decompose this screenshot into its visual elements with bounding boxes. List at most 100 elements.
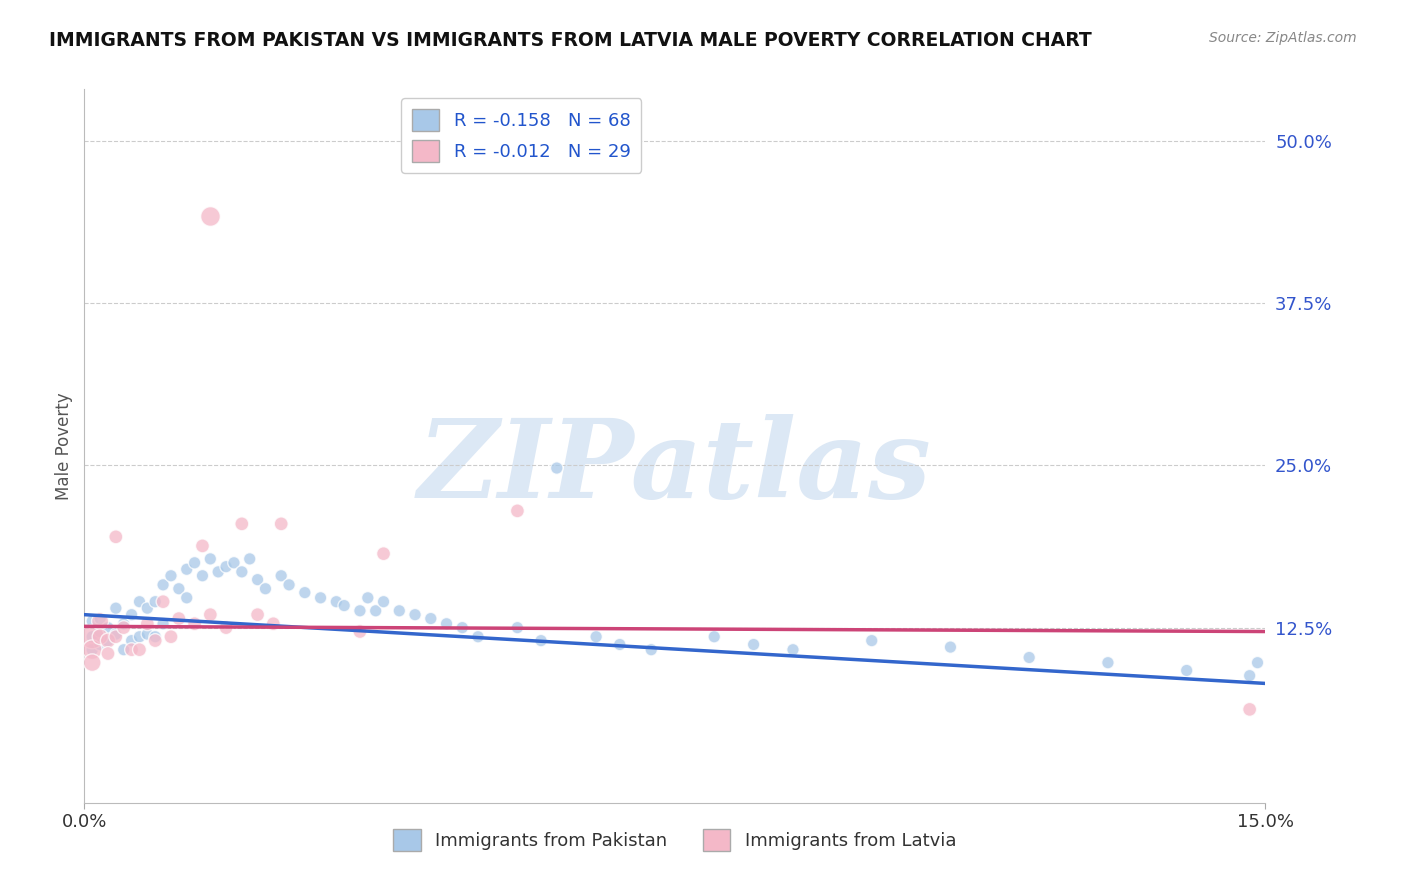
Point <box>82 642 104 657</box>
Point <box>128 595 150 609</box>
Point <box>167 582 190 596</box>
Point <box>1239 668 1261 682</box>
Point <box>200 210 222 224</box>
Point <box>782 642 804 657</box>
Point <box>222 556 245 570</box>
Point <box>1246 656 1268 670</box>
Point <box>742 638 765 652</box>
Point <box>239 552 262 566</box>
Point <box>546 461 568 475</box>
Point <box>143 595 166 609</box>
Point <box>104 601 127 615</box>
Point <box>143 630 166 644</box>
Point <box>97 633 120 648</box>
Point <box>89 614 111 628</box>
Point <box>436 616 458 631</box>
Point <box>270 568 292 582</box>
Point <box>939 640 962 654</box>
Point <box>1239 702 1261 716</box>
Point <box>451 621 474 635</box>
Point <box>104 627 127 641</box>
Point <box>82 656 104 670</box>
Point <box>357 591 380 605</box>
Point <box>152 616 174 631</box>
Point <box>104 530 127 544</box>
Point <box>128 630 150 644</box>
Point <box>136 627 159 641</box>
Point <box>333 599 356 613</box>
Point <box>82 614 104 628</box>
Point <box>388 604 411 618</box>
Point <box>183 616 205 631</box>
Point <box>419 611 441 625</box>
Point <box>467 630 489 644</box>
Point <box>207 565 229 579</box>
Point <box>349 624 371 639</box>
Point <box>176 562 198 576</box>
Point <box>121 633 143 648</box>
Point <box>530 633 553 648</box>
Point <box>231 516 253 531</box>
Point <box>89 611 111 625</box>
Point <box>152 578 174 592</box>
Text: Source: ZipAtlas.com: Source: ZipAtlas.com <box>1209 31 1357 45</box>
Point <box>191 539 214 553</box>
Point <box>373 595 395 609</box>
Point <box>262 616 284 631</box>
Point <box>254 582 277 596</box>
Point <box>143 633 166 648</box>
Point <box>1018 650 1040 665</box>
Point <box>373 547 395 561</box>
Point <box>1097 656 1119 670</box>
Point <box>167 611 190 625</box>
Point <box>82 630 104 644</box>
Point <box>112 616 135 631</box>
Point <box>364 604 387 618</box>
Point <box>160 568 183 582</box>
Point <box>860 633 883 648</box>
Point <box>152 595 174 609</box>
Point <box>506 621 529 635</box>
Point <box>404 607 426 622</box>
Point <box>506 504 529 518</box>
Point <box>128 642 150 657</box>
Point <box>97 621 120 635</box>
Point <box>215 559 238 574</box>
Point <box>200 552 222 566</box>
Point <box>183 556 205 570</box>
Point <box>89 638 111 652</box>
Point <box>112 642 135 657</box>
Y-axis label: Male Poverty: Male Poverty <box>55 392 73 500</box>
Point <box>176 591 198 605</box>
Point <box>1175 664 1198 678</box>
Point <box>104 630 127 644</box>
Point <box>349 604 371 618</box>
Text: ZIPatlas: ZIPatlas <box>418 414 932 521</box>
Point <box>246 607 269 622</box>
Point <box>231 565 253 579</box>
Point <box>294 585 316 599</box>
Point <box>246 573 269 587</box>
Point <box>112 621 135 635</box>
Point <box>191 568 214 582</box>
Point <box>97 633 120 648</box>
Point <box>215 621 238 635</box>
Point <box>160 630 183 644</box>
Point <box>309 591 332 605</box>
Point <box>270 516 292 531</box>
Point <box>82 642 104 657</box>
Point <box>640 642 662 657</box>
Point <box>121 607 143 622</box>
Point <box>609 638 631 652</box>
Point <box>585 630 607 644</box>
Point <box>121 642 143 657</box>
Point <box>97 647 120 661</box>
Point <box>325 595 347 609</box>
Point <box>82 630 104 644</box>
Point <box>136 616 159 631</box>
Point <box>200 607 222 622</box>
Point <box>136 601 159 615</box>
Point <box>89 630 111 644</box>
Point <box>703 630 725 644</box>
Text: IMMIGRANTS FROM PAKISTAN VS IMMIGRANTS FROM LATVIA MALE POVERTY CORRELATION CHAR: IMMIGRANTS FROM PAKISTAN VS IMMIGRANTS F… <box>49 31 1092 50</box>
